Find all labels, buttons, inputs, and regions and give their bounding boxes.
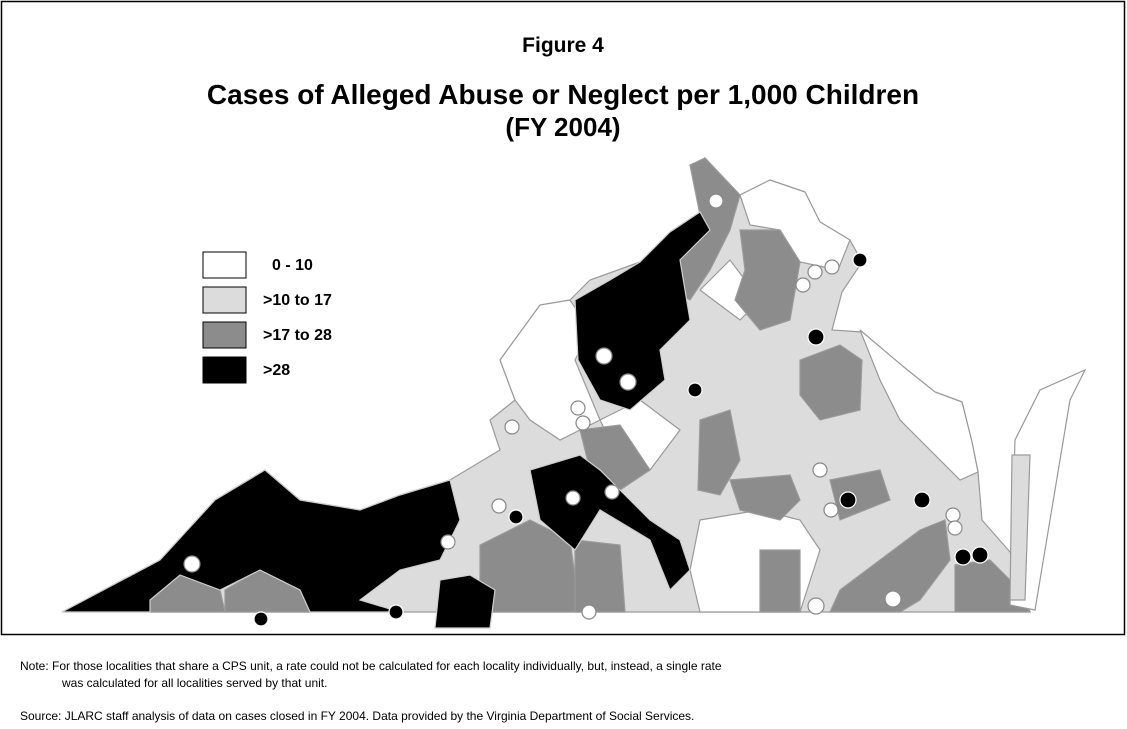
title: Cases of Alleged Abuse or Neglect per 1,… [207, 79, 919, 110]
legend-swatch [203, 357, 246, 383]
legend-label: >28 [263, 362, 290, 379]
subtitle: (FY 2004) [505, 112, 620, 142]
note-line: was calculated for all localities served… [61, 676, 327, 690]
source: Source: JLARC staff analysis of data on … [20, 709, 694, 723]
figure: Figure 4 Cases of Alleged Abuse or Negle… [0, 0, 1127, 729]
page: Figure 4 Cases of Alleged Abuse or Negle… [0, 0, 1127, 729]
note-line: Note: For those localities that share a … [20, 659, 722, 673]
figure-label: Figure 4 [522, 34, 604, 57]
legend-swatch [203, 322, 246, 348]
legend-swatch [203, 252, 246, 278]
map [62, 158, 1085, 628]
legend-label: >10 to 17 [263, 292, 332, 309]
legend: 0 - 10 >10 to 17 >17 to 28 >28 [203, 252, 332, 383]
legend-label: 0 - 10 [272, 257, 313, 274]
legend-swatch [203, 287, 246, 313]
legend-label: >17 to 28 [263, 327, 332, 344]
